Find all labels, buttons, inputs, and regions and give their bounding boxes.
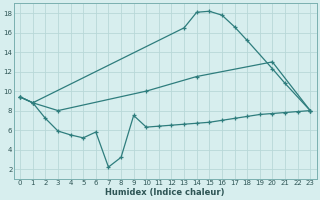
- X-axis label: Humidex (Indice chaleur): Humidex (Indice chaleur): [106, 188, 225, 197]
